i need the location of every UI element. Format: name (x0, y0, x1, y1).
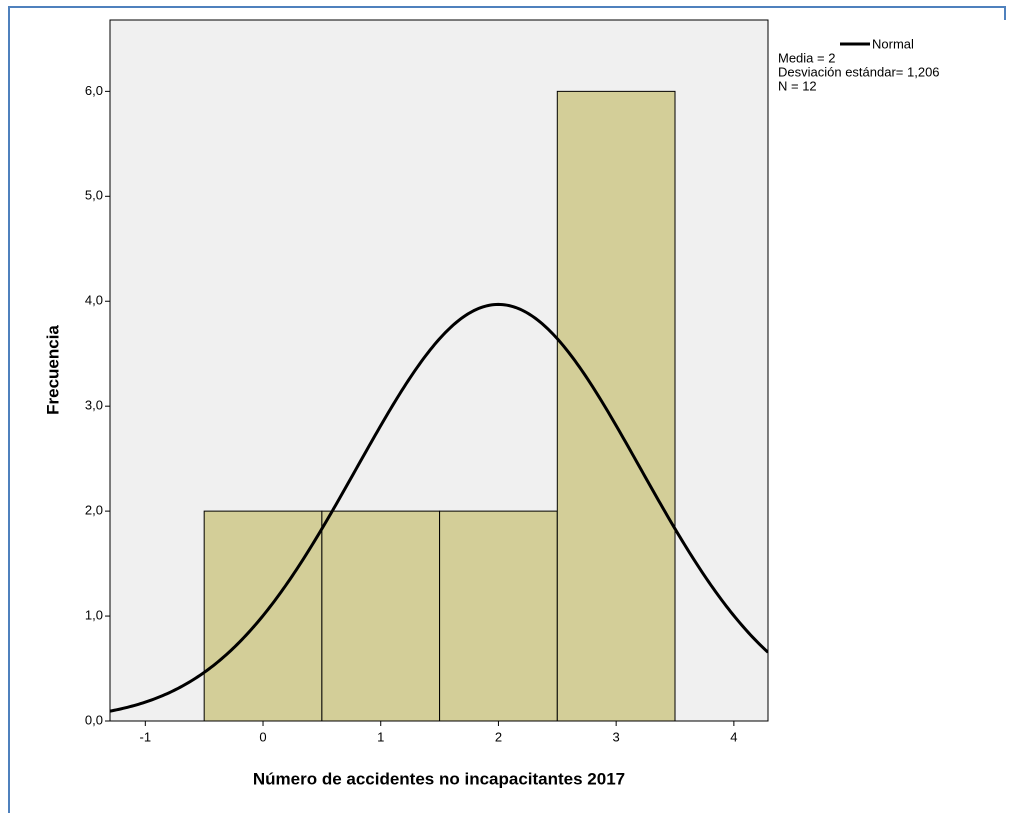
x-tick-label: 4 (730, 729, 737, 744)
y-tick-label: 5,0 (85, 188, 103, 203)
x-tick-label: 2 (495, 729, 502, 744)
y-tick-label: 1,0 (85, 607, 103, 622)
x-tick-label: 1 (377, 729, 384, 744)
bar (556, 90, 676, 722)
plot-border (109, 19, 769, 722)
legend-label: Normal (872, 36, 914, 51)
x-tick-label: 0 (259, 729, 266, 744)
stat-sd: Desviación estándar= 1,206 (778, 64, 940, 79)
bar (321, 510, 441, 722)
y-tick-label: 3,0 (85, 398, 103, 413)
bar (439, 510, 558, 722)
y-axis-label: Frecuencia (43, 325, 62, 415)
x-axis-label: Número de accidentes no incapacitantes 2… (253, 769, 625, 788)
y-tick-label: 4,0 (85, 293, 103, 308)
x-tick-label: 3 (613, 729, 620, 744)
y-tick-label: 2,0 (85, 503, 103, 518)
y-tick-label: 0,0 (85, 712, 103, 727)
y-tick-label: 6,0 (85, 83, 103, 98)
stat-mean: Media = 2 (778, 50, 835, 65)
normal-curve (110, 302, 768, 713)
x-tick-label: -1 (140, 729, 152, 744)
stat-n: N = 12 (778, 78, 817, 93)
